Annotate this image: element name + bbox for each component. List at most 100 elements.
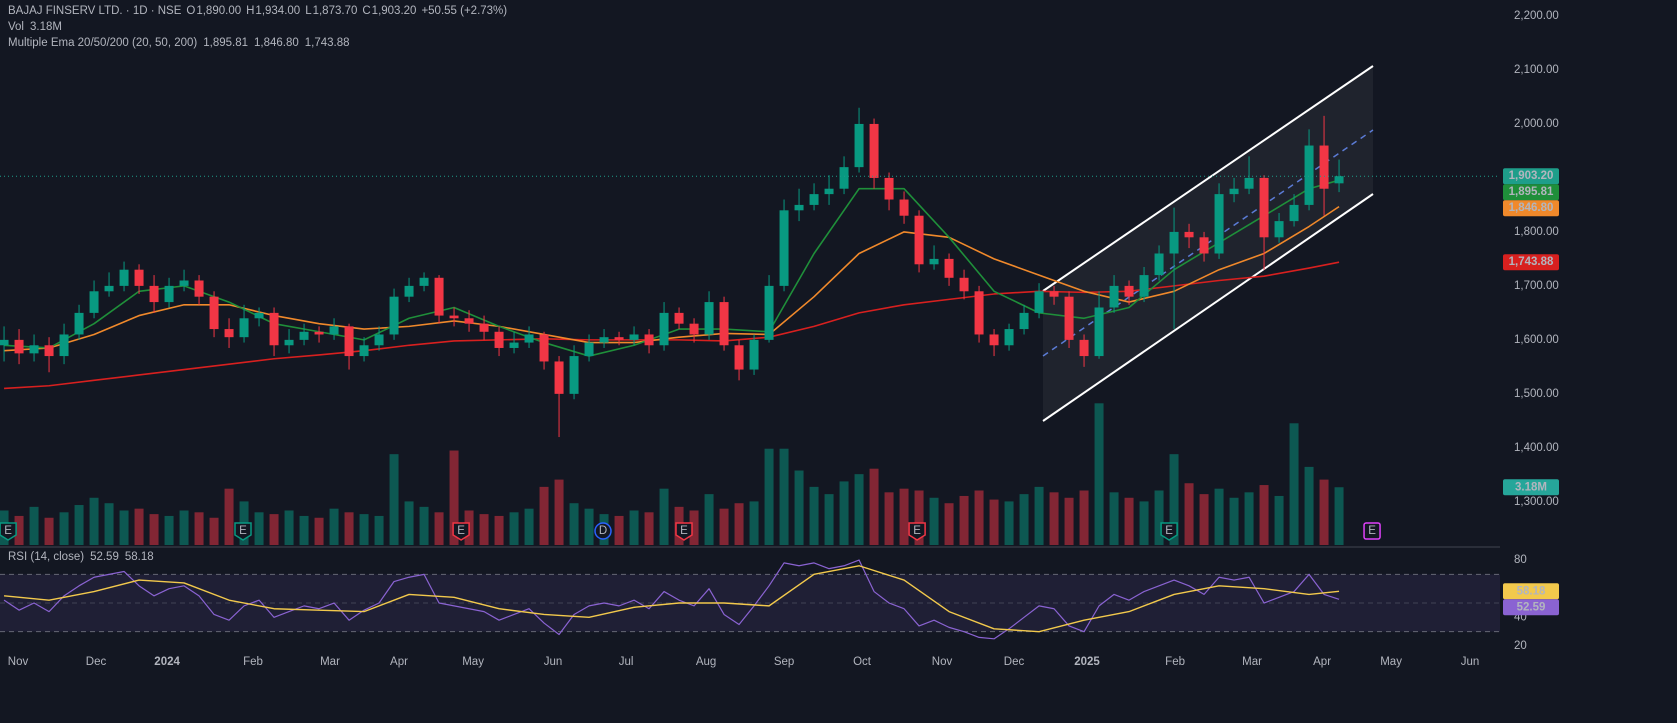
candle-body [614, 337, 624, 340]
candle-body [179, 280, 189, 286]
volume-bar [209, 517, 219, 545]
candle-body [1079, 339, 1089, 357]
candle-body [254, 312, 264, 319]
candle-body [1229, 188, 1239, 195]
x-tick-label: May [462, 656, 484, 668]
candle-body [1319, 145, 1329, 189]
x-tick-label: Nov [8, 656, 29, 668]
rsi-ma-line [3, 565, 1340, 633]
volume-bar [254, 512, 264, 545]
y-tick-label: 1,600.00 [1514, 334, 1559, 346]
candle-body [344, 326, 354, 357]
candle-body [1334, 176, 1344, 184]
candle-body [59, 334, 69, 357]
legend-text: H [246, 5, 254, 17]
candle-body [539, 334, 549, 362]
legend-text: 1,743.88 [305, 37, 350, 49]
volume-bar [1034, 486, 1044, 545]
candle-body [959, 277, 969, 292]
candle-body [89, 291, 99, 313]
volume-bar [884, 492, 894, 545]
volume-bar [1274, 495, 1284, 545]
volume-bar [974, 490, 984, 545]
legend-text: +50.55 (+2.73%) [421, 5, 507, 17]
candle-body [1019, 312, 1029, 330]
price-tag [1503, 479, 1559, 496]
candle-body [1184, 231, 1194, 238]
candle-body [854, 123, 864, 168]
candle-body [944, 258, 954, 278]
volume-bar [524, 508, 534, 545]
x-tick-label: May [1380, 656, 1402, 668]
candle-body [1289, 204, 1299, 222]
volume-bar [1289, 423, 1299, 545]
candle-body [704, 302, 714, 335]
event-label: E [4, 525, 12, 537]
x-tick-label: Mar [320, 656, 340, 668]
candle-body [269, 312, 279, 346]
volume-bar [1064, 497, 1074, 545]
event-icon [0, 522, 17, 541]
volume-bar [284, 510, 294, 545]
volume-bar [1139, 501, 1149, 545]
volume-bar [629, 510, 639, 545]
candle-body [1199, 237, 1209, 254]
legend-text: 1,934.00 [255, 5, 300, 17]
volume-bar [1334, 487, 1344, 545]
legend-text: 1,890.00 [196, 5, 241, 17]
volume-bar [614, 515, 624, 545]
volume-bar [329, 508, 339, 545]
price-tag-label: 3.18M [1515, 481, 1547, 493]
legend-text: Vol [8, 21, 24, 33]
y-tick-label: 1,400.00 [1514, 442, 1559, 454]
candle-body [374, 334, 384, 346]
x-tick-label: Nov [932, 656, 953, 668]
event-label: E [1368, 525, 1376, 537]
candle-body [929, 258, 939, 265]
candle-body [1214, 194, 1224, 254]
legend-text: 3.18M [30, 21, 62, 33]
candle-body [239, 318, 249, 338]
volume-bar [1229, 497, 1239, 545]
volume-bar [404, 501, 414, 545]
price-tag-label: 58.18 [1517, 585, 1546, 597]
candle-body [464, 318, 474, 324]
volume-bar [839, 481, 849, 545]
volume-bar [1019, 494, 1029, 545]
volume-bar [824, 494, 834, 545]
volume-bar [119, 510, 129, 545]
x-tick-label: Feb [1165, 656, 1185, 668]
legend-text: O [186, 5, 195, 17]
volume-bar [434, 512, 444, 545]
volume-bar [494, 515, 504, 545]
volume-bar [89, 497, 99, 545]
event-icon [908, 522, 926, 541]
candle-body [299, 331, 309, 340]
x-tick-label: Apr [1313, 656, 1331, 668]
x-tick-label: Jul [619, 656, 634, 668]
candle-body [314, 331, 324, 335]
candle-body [764, 285, 774, 340]
volume-bar [704, 494, 714, 545]
price-tag-label: 1,743.88 [1509, 256, 1554, 268]
x-tick-label: Sep [774, 656, 794, 668]
event-label: E [680, 525, 688, 537]
volume-bar [1304, 466, 1314, 545]
legend-text: 58.18 [125, 551, 154, 563]
candle-body [1004, 329, 1014, 346]
volume-bar [1244, 492, 1254, 545]
event-icon [594, 522, 612, 540]
volume-bar [1319, 479, 1329, 545]
volume-bar [539, 486, 549, 545]
candle-body [659, 312, 669, 346]
volume-bar [194, 512, 204, 545]
candle-body [419, 277, 429, 286]
y-tick-label: 1,500.00 [1514, 388, 1559, 400]
event-icon [234, 522, 252, 541]
volume-bar [1079, 490, 1089, 545]
candle-body [524, 334, 534, 343]
candle-body [494, 331, 504, 348]
price-tag [1503, 200, 1559, 217]
price-tag [1503, 168, 1559, 185]
